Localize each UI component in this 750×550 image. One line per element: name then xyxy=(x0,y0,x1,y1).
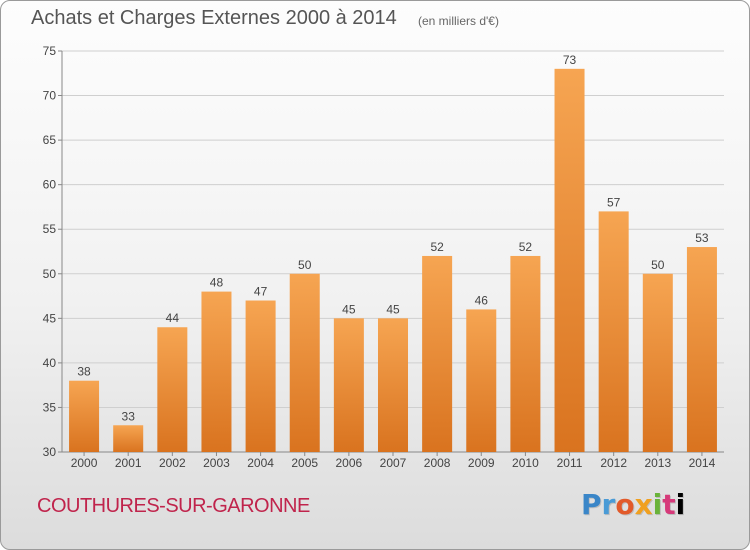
y-tick-label: 75 xyxy=(43,44,57,58)
y-tick-label: 70 xyxy=(43,89,57,103)
x-tick-label-2006: 2006 xyxy=(336,456,363,470)
value-label-2012: 57 xyxy=(607,195,621,209)
bar-2009 xyxy=(466,309,497,452)
chart-title: Achats et Charges Externes 2000 à 2014 xyxy=(31,7,397,29)
bars xyxy=(69,68,717,453)
bar-2000 xyxy=(69,380,100,452)
x-tick-label-2008: 2008 xyxy=(424,456,451,470)
value-label-2010: 52 xyxy=(519,240,533,254)
x-tick-label-2014: 2014 xyxy=(689,456,716,470)
value-label-2003: 48 xyxy=(210,276,224,290)
x-tick-label-2009: 2009 xyxy=(468,456,495,470)
y-tick-label: 35 xyxy=(43,400,57,414)
value-label-2004: 47 xyxy=(254,285,268,299)
y-tick-label: 40 xyxy=(43,356,57,370)
bar-2014 xyxy=(686,247,717,452)
bar-2001 xyxy=(113,425,144,452)
x-tick-label-2013: 2013 xyxy=(644,456,671,470)
y-tick-label: 65 xyxy=(43,133,57,147)
y-tick-labels: 30 35 40 45 50 55 60 65 70 75 xyxy=(43,44,57,459)
x-tick-label-2007: 2007 xyxy=(380,456,407,470)
x-tick-labels: 2000 2001 2002 2003 2004 2005 2006 2007 2008 2009… xyxy=(71,456,716,470)
bar-2011 xyxy=(554,68,585,453)
x-tick-label-2000: 2000 xyxy=(71,456,98,470)
y-tick-label: 60 xyxy=(43,178,57,192)
y-tick-label: 30 xyxy=(43,445,57,459)
y-tick-label: 45 xyxy=(43,311,57,325)
bar-2007 xyxy=(377,318,409,452)
bar-2002 xyxy=(157,327,188,452)
proxiti-logo[interactable]: Proxiti xyxy=(581,488,686,521)
x-tick-label-2003: 2003 xyxy=(203,456,230,470)
value-label-2001: 33 xyxy=(122,409,136,423)
bar-2013 xyxy=(642,273,673,452)
y-tick-label: 50 xyxy=(43,267,57,281)
bar-2006 xyxy=(333,318,364,452)
bar-2010 xyxy=(510,255,541,452)
value-label-2008: 52 xyxy=(430,240,444,254)
value-label-2007: 45 xyxy=(386,302,400,316)
bar-2004 xyxy=(245,300,276,452)
value-label-2002: 44 xyxy=(166,311,180,325)
x-tick-label-2004: 2004 xyxy=(247,456,274,470)
x-tick-label-2005: 2005 xyxy=(291,456,318,470)
bar-2003 xyxy=(201,291,232,452)
value-label-2005: 50 xyxy=(298,258,312,272)
value-label-2006: 45 xyxy=(342,302,356,316)
x-tick-label-2011: 2011 xyxy=(557,456,583,470)
x-tick-label-2010: 2010 xyxy=(512,456,539,470)
x-tick-label-2002: 2002 xyxy=(159,456,186,470)
commune-name: COUTHURES-SUR-GARONNE xyxy=(37,495,310,517)
y-tick-label: 55 xyxy=(43,222,57,236)
value-label-2014: 53 xyxy=(695,231,709,245)
x-tick-label-2012: 2012 xyxy=(600,456,627,470)
value-labels: 38 33 44 48 47 50 45 45 52 46 52 73 57 50 53 xyxy=(77,53,709,423)
x-tick-label-2001: 2001 xyxy=(115,456,142,470)
value-label-2009: 46 xyxy=(475,293,489,307)
bar-2005 xyxy=(289,273,320,452)
value-label-2011: 73 xyxy=(563,53,577,67)
bar-2012 xyxy=(598,211,629,452)
value-label-2000: 38 xyxy=(77,365,91,379)
bar-2008 xyxy=(422,255,453,452)
value-label-2013: 50 xyxy=(651,258,665,272)
chart-subtitle: (en milliers d'€) xyxy=(418,14,499,28)
